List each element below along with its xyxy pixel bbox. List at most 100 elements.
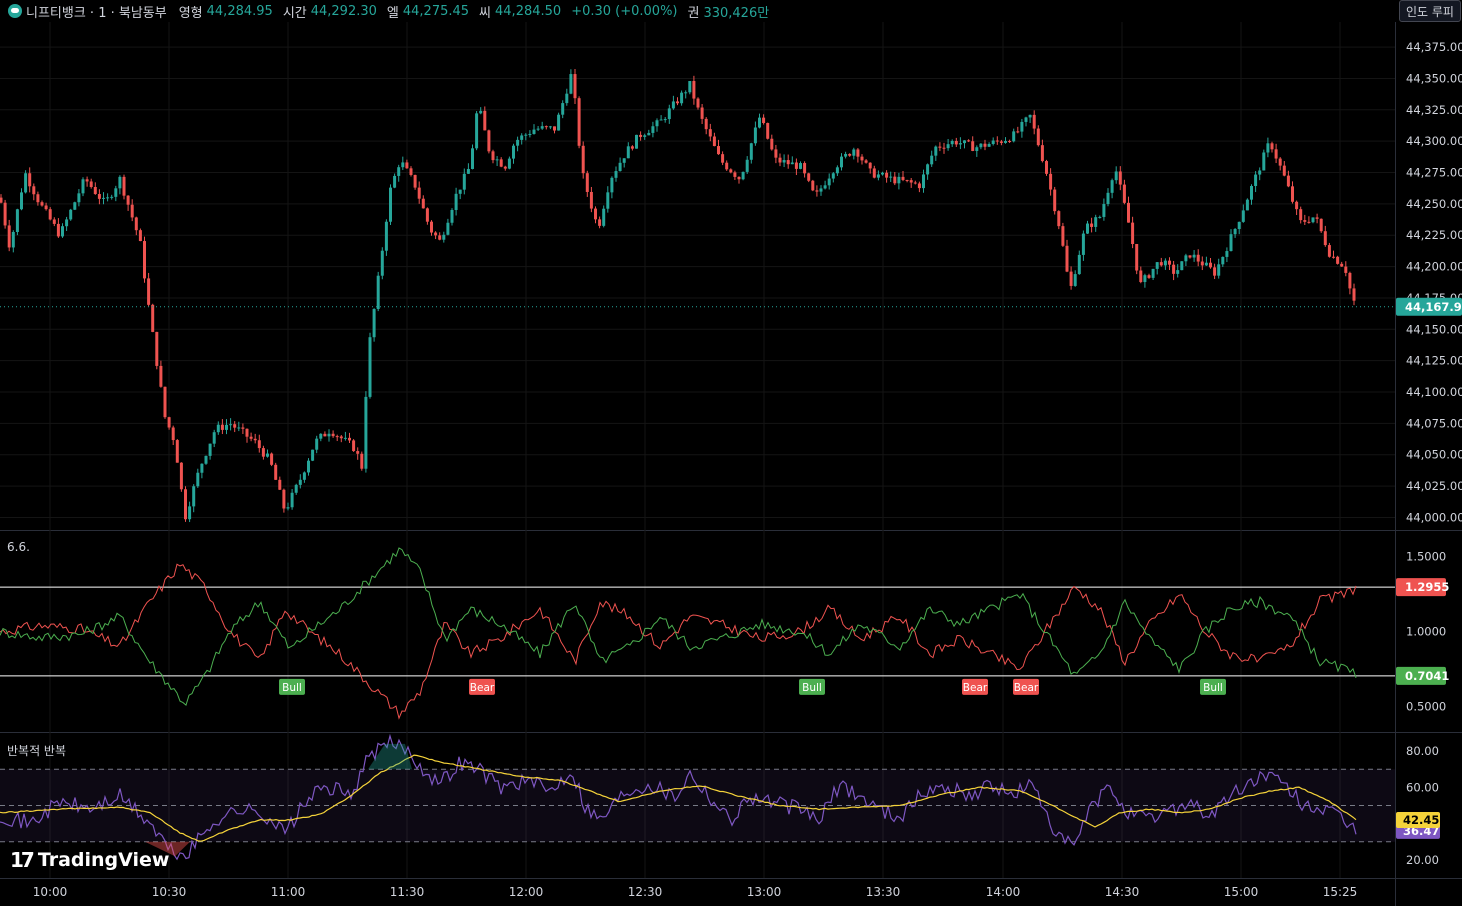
time-tick-label: 13:00	[747, 885, 782, 899]
candle-body	[229, 424, 233, 426]
candle-body	[688, 81, 692, 93]
oscillator-tick-label: 1.5000	[1406, 550, 1446, 564]
candle-body	[413, 174, 417, 188]
candle-body	[430, 221, 433, 233]
candle-body	[1151, 268, 1155, 278]
candle-body	[1012, 131, 1016, 142]
candle-body	[975, 147, 979, 151]
candle-body	[520, 135, 524, 140]
candle-body	[1188, 255, 1192, 258]
candle-body	[938, 146, 942, 148]
candle-body	[725, 162, 729, 170]
candle-body	[1291, 186, 1294, 202]
candle-body	[548, 126, 552, 128]
candle-body	[1332, 256, 1335, 258]
close-value: 44,284.50	[495, 3, 562, 19]
candle-body	[983, 143, 987, 147]
candle-body	[553, 126, 556, 131]
candle-body	[585, 173, 589, 192]
candle-body	[762, 117, 766, 124]
volume-value: 330,426만	[703, 5, 770, 21]
candle-body	[434, 232, 438, 236]
candle-body	[171, 427, 175, 441]
candle-body	[1278, 158, 1282, 166]
candle-body	[692, 81, 696, 99]
tradingview-logo-icon: 17	[10, 848, 35, 872]
candle-body	[913, 182, 917, 184]
candle-body	[450, 210, 454, 223]
candle-body	[216, 424, 220, 433]
candle-body	[717, 146, 720, 155]
candle-body	[1233, 229, 1237, 235]
candle-body	[1258, 170, 1262, 175]
candle-body	[1315, 217, 1319, 219]
price-tick-label: 44,150.00	[1406, 322, 1462, 336]
low-value: 44,275.45	[402, 3, 470, 19]
candle-body	[667, 108, 671, 120]
signal-label: Bear	[470, 682, 495, 694]
candle-body	[676, 101, 679, 104]
candle-body	[491, 151, 495, 161]
candle-body	[438, 235, 442, 240]
tradingview-watermark[interactable]: 17 TradingView	[10, 848, 169, 872]
candle-body	[32, 186, 36, 195]
candle-body	[840, 156, 843, 168]
candle-body	[1090, 223, 1094, 227]
candle-body	[409, 168, 413, 175]
candle-body	[528, 133, 532, 135]
candle-body	[1307, 221, 1311, 223]
candle-body	[188, 506, 192, 520]
oscillator-pane-label[interactable]: 6.6.	[7, 540, 30, 554]
candle-body	[729, 169, 733, 173]
candle-body	[712, 136, 716, 147]
candle-body	[663, 119, 667, 121]
candle-body	[241, 427, 245, 429]
price-tick-label: 44,225.00	[1406, 228, 1462, 242]
candle-body	[1352, 288, 1356, 301]
candle-body	[651, 126, 655, 133]
candle-body	[1073, 274, 1077, 286]
candle-body	[1008, 140, 1012, 142]
candle-body	[1196, 254, 1200, 262]
candle-body	[581, 145, 585, 174]
candle-body	[327, 433, 331, 437]
candle-body	[979, 143, 983, 148]
candle-body	[696, 98, 700, 108]
candle-body	[1069, 271, 1073, 286]
price-tick-label: 44,375.00	[1406, 40, 1462, 54]
currency-button[interactable]: 인도 루피	[1399, 0, 1461, 22]
candle-body	[1032, 114, 1036, 129]
candle-body	[733, 172, 737, 177]
candle-body	[721, 154, 725, 163]
candle-body	[1110, 180, 1114, 193]
candle-body	[397, 167, 401, 176]
candle-body	[1344, 266, 1348, 273]
candle-body	[827, 178, 831, 186]
candle-body	[1176, 270, 1180, 274]
candle-body	[471, 148, 474, 169]
candle-body	[315, 438, 319, 450]
candle-body	[81, 179, 85, 194]
candle-body	[1147, 275, 1151, 278]
candle-body	[1094, 217, 1098, 227]
candle-body	[220, 424, 224, 430]
candle-body	[331, 433, 335, 437]
candle-body	[831, 173, 835, 179]
candle-body	[65, 219, 69, 227]
candle-body	[61, 226, 64, 237]
candle-body	[212, 432, 216, 444]
candle-body	[446, 222, 450, 235]
candle-body	[89, 181, 93, 187]
price-tick-label: 44,350.00	[1406, 71, 1462, 85]
rsi-pane-label[interactable]: 반복적 반복	[7, 744, 67, 758]
candle-body	[917, 183, 921, 189]
candle-body	[179, 462, 183, 490]
close-label: 씨	[479, 5, 492, 21]
price-tick-label: 44,250.00	[1406, 197, 1462, 211]
price-tick-label: 44,275.00	[1406, 166, 1462, 180]
symbol-title[interactable]: 니프티뱅크 · 1 · 북남동부	[26, 5, 167, 21]
candle-body	[106, 197, 110, 199]
rsi-tick-label: 80.00	[1406, 744, 1439, 758]
candle-body	[544, 126, 548, 128]
